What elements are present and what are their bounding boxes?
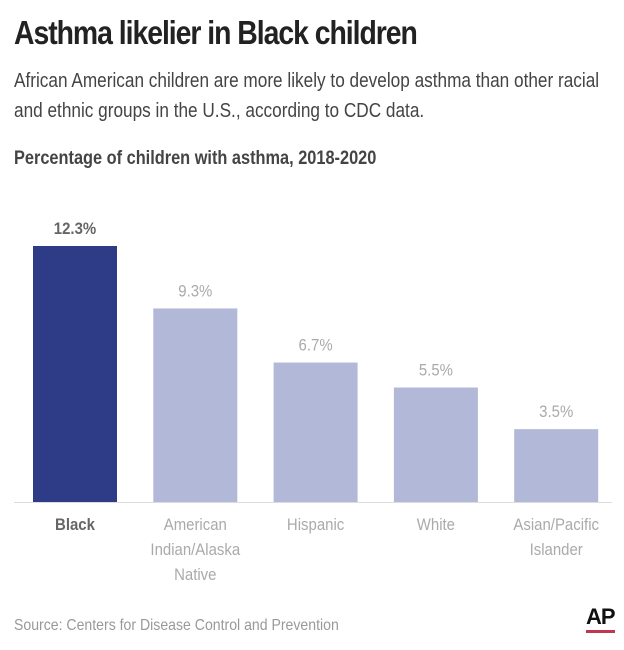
source-note: Source: Centers for Disease Control and … <box>14 617 339 634</box>
category-label: Hispanic <box>287 516 344 534</box>
bar <box>33 246 117 502</box>
bar <box>153 308 238 502</box>
value-label: 9.3% <box>178 283 212 301</box>
ap-logo: AP <box>586 604 616 629</box>
bar <box>393 387 478 502</box>
value-label: 6.7% <box>299 337 333 355</box>
category-label: Native <box>174 566 216 584</box>
value-label: 3.5% <box>539 403 573 421</box>
category-label: Asian/Pacific <box>513 516 599 534</box>
category-label: Indian/Alaska <box>150 541 240 559</box>
bar <box>273 362 358 502</box>
headline: Asthma likelier in Black children <box>14 14 418 51</box>
category-label: Black <box>55 516 95 534</box>
category-label: White <box>417 516 455 534</box>
value-label: 12.3% <box>54 220 96 238</box>
subtitle: African American children are more likel… <box>14 70 600 122</box>
bar-chart: 12.3% Black 9.3% American Indian/Alaska Nativ… <box>14 220 612 584</box>
chart-title: Percentage of children with asthma, 2018… <box>14 148 377 169</box>
ap-logo-underline <box>586 630 615 633</box>
category-label: American <box>164 516 227 534</box>
bar <box>514 429 599 502</box>
value-label: 5.5% <box>419 362 453 380</box>
category-label: Islander <box>530 541 584 559</box>
